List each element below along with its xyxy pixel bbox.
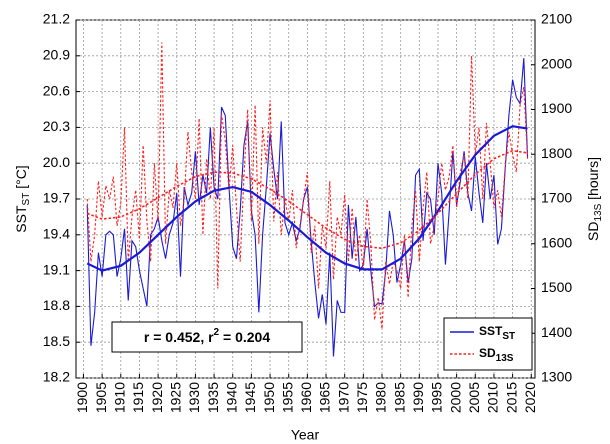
x-tick-label: 1990 xyxy=(410,382,426,413)
x-tick-label: 1905 xyxy=(93,382,109,413)
legend-name-sub: 13S xyxy=(496,353,514,364)
fit-curve xyxy=(86,149,528,250)
annotation-part: r = 0.452, r xyxy=(144,329,214,345)
annotation: r = 0.452, r2 = 0.204 xyxy=(144,327,270,345)
x-tick-label: 1960 xyxy=(298,382,314,413)
y-label-sub: ST xyxy=(21,193,32,206)
y-tick-label: 19.1 xyxy=(43,261,70,277)
legend-label: SSTST xyxy=(479,324,515,341)
y-tick-label: 19.7 xyxy=(43,190,70,206)
y2-tick-label: 1800 xyxy=(541,145,572,161)
y-label-main: SST xyxy=(13,205,29,233)
x-tick-label: 1980 xyxy=(373,382,389,413)
annotation-part: = 0.204 xyxy=(219,329,270,345)
x-tick-label: 1950 xyxy=(261,382,277,413)
x-tick-label: 1925 xyxy=(167,382,183,413)
x-tick-label: 1955 xyxy=(279,382,295,413)
x-tick-label: 1975 xyxy=(354,382,370,413)
series-line xyxy=(86,42,529,329)
x-tick-label: 2000 xyxy=(447,382,463,413)
y-tick-label: 18.8 xyxy=(43,297,70,313)
data-lines xyxy=(86,42,529,357)
legend: SSTST SD13S xyxy=(443,317,533,371)
y2-label-sub: 13S xyxy=(593,203,604,221)
x-tick-label: 1930 xyxy=(186,382,202,413)
y-tick-label: 20.3 xyxy=(43,118,70,134)
x-tick-label: 1965 xyxy=(317,382,333,413)
y2-tick-label: 1700 xyxy=(541,190,572,206)
y-label-unit: [°C] xyxy=(13,165,29,192)
y2-label-unit: [hours] xyxy=(585,157,601,204)
legend-name: SST xyxy=(479,324,503,338)
y-tick-label: 20.9 xyxy=(43,47,70,63)
annotation-sup: 2 xyxy=(214,327,220,338)
x-axis-label: Year xyxy=(291,427,320,443)
x-tick-label: 1920 xyxy=(149,382,165,413)
y-axis-label: SSTST [°C] xyxy=(13,165,32,232)
x-tick-label: 2005 xyxy=(466,382,482,413)
x-tick-label: 2010 xyxy=(485,382,501,413)
y2-tick-label: 1300 xyxy=(541,369,572,385)
x-tick-label: 1935 xyxy=(205,382,221,413)
annotation-box xyxy=(111,321,303,353)
y-tick-label: 18.5 xyxy=(43,333,70,349)
x-tick-label: 1945 xyxy=(242,382,258,413)
y2-tick-label: 2100 xyxy=(541,11,572,27)
y-tick-label: 21.2 xyxy=(43,11,70,27)
y2-tick-label: 1500 xyxy=(541,279,572,295)
y2-axis-label: SD13S [hours] xyxy=(585,157,604,241)
x-tick-label: 1900 xyxy=(74,382,90,413)
x-tick-label: 2015 xyxy=(503,382,519,413)
x-tick-label: 1940 xyxy=(223,382,239,413)
legend-name: SD xyxy=(479,346,496,360)
x-tick-label: 1915 xyxy=(130,382,146,413)
x-tick-label: 1995 xyxy=(429,382,445,413)
x-tick-label: 2020 xyxy=(522,382,538,413)
y-tick-label: 20.0 xyxy=(43,154,70,170)
y2-tick-label: 1600 xyxy=(541,234,572,250)
x-tick-label: 1985 xyxy=(391,382,407,413)
y-tick-label: 20.6 xyxy=(43,82,70,98)
x-tick-label: 1970 xyxy=(335,382,351,413)
y2-tick-label: 1900 xyxy=(541,100,572,116)
legend-label: SD13S xyxy=(479,346,514,363)
y2-label-main: SD xyxy=(585,222,601,241)
x-tick-label: 1910 xyxy=(111,382,127,413)
y-tick-label: 18.2 xyxy=(43,369,70,385)
y2-tick-label: 1400 xyxy=(541,324,572,340)
y2-tick-label: 2000 xyxy=(541,55,572,71)
legend-box xyxy=(443,317,533,371)
legend-name-sub: ST xyxy=(502,331,515,342)
y-tick-label: 19.4 xyxy=(43,226,70,242)
fit-curve xyxy=(86,125,528,272)
